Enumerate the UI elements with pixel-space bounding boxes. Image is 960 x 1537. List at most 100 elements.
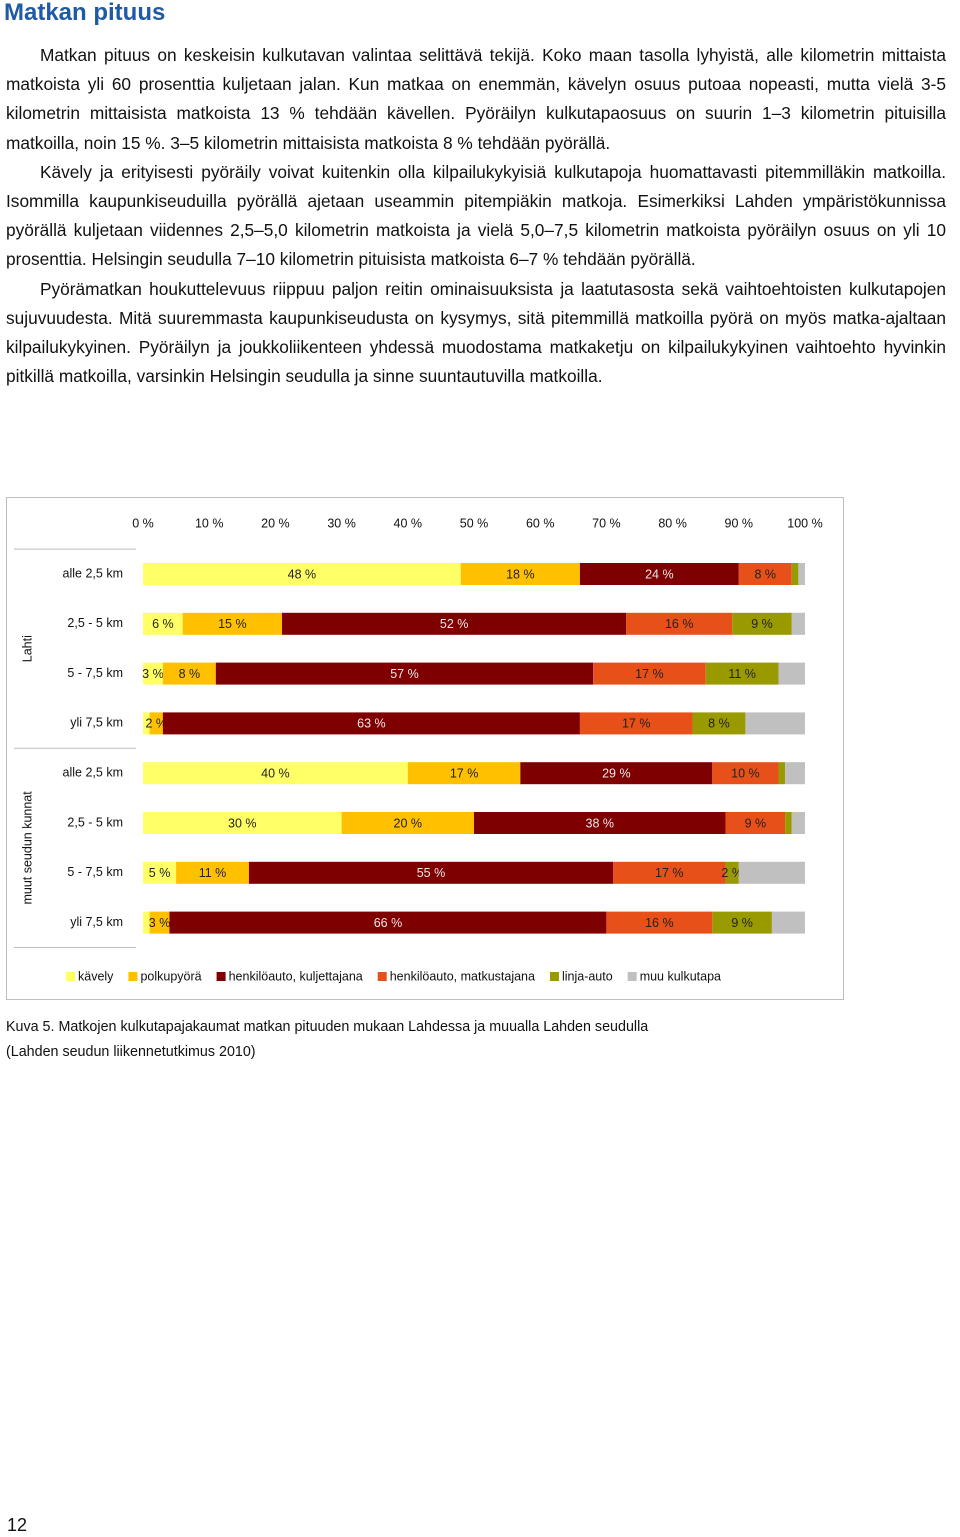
legend-label: henkilöauto, kuljettajana [229, 969, 363, 983]
bar-segment [712, 762, 779, 785]
bar-segment [460, 563, 580, 585]
bar-segment [778, 762, 786, 785]
caption-line: Kuva 5. Matkojen kulkutapajakaumat matka… [6, 1019, 649, 1035]
bar-segment [613, 861, 726, 884]
bar-segment [798, 563, 805, 585]
x-tick-label: 40 % [394, 516, 423, 530]
heading: Matkan pituus [4, 0, 166, 26]
value-label: 30 % [228, 816, 257, 830]
value-label: 16 % [645, 916, 674, 930]
value-label: 2 % [721, 866, 743, 880]
bar-segment [169, 911, 607, 934]
value-label: 20 % [394, 816, 423, 830]
bar-segment [143, 712, 150, 735]
bar-segment [143, 612, 183, 635]
bar-segment [143, 812, 342, 834]
y-tick-label: yli 7,5 km [70, 716, 123, 730]
value-label: 8 % [708, 717, 730, 731]
value-label: 10 % [731, 766, 760, 780]
y-tick-label: 5 - 7,5 km [67, 865, 123, 879]
value-label: 63 % [357, 717, 386, 731]
value-label: 24 % [645, 567, 674, 581]
bar-segment [341, 812, 474, 834]
legend-label: muu kulkutapa [640, 969, 721, 983]
bar-segment [474, 812, 726, 834]
value-label: 9 % [751, 617, 773, 631]
value-label: 55 % [417, 866, 446, 880]
bar-segment [791, 563, 799, 585]
legend-swatch [549, 972, 559, 981]
value-label: 48 % [288, 567, 317, 581]
bar-segment [725, 861, 739, 884]
bar-segment [162, 662, 216, 685]
y-tick-label: alle 2,5 km [63, 765, 123, 779]
value-label: 11 % [728, 667, 756, 681]
value-label: 52 % [440, 617, 469, 631]
x-tick-label: 10 % [195, 516, 224, 530]
bar-segment [143, 861, 177, 884]
legend-swatch [627, 972, 637, 981]
value-label: 6 % [152, 617, 174, 631]
bar-segment [407, 762, 521, 785]
bar-segment [248, 861, 614, 884]
bar-segment [738, 861, 805, 884]
legend-label: kävely [78, 969, 114, 983]
bar-segment [705, 662, 779, 685]
bar-segment [692, 712, 746, 735]
x-tick-label: 100 % [787, 516, 822, 530]
value-label: 57 % [390, 667, 419, 681]
bar-segment [593, 662, 706, 685]
bar-segment [143, 762, 408, 785]
value-label: 17 % [450, 766, 479, 780]
bar-segment [785, 812, 792, 834]
legend-swatch [128, 972, 138, 981]
caption: Kuva 5. Matkojen kulkutapajakaumat matka… [6, 1015, 648, 1065]
x-tick-label: 80 % [658, 516, 687, 530]
bar-segment [778, 662, 805, 685]
x-tick-label: 90 % [725, 516, 754, 530]
page-number: 12 [7, 1515, 28, 1535]
bar-segment [282, 612, 627, 635]
value-label: 17 % [622, 717, 651, 731]
legend-label: henkilöauto, matkustajana [390, 969, 535, 983]
bar-segment [143, 662, 163, 685]
value-label: 17 % [635, 667, 664, 681]
value-label: 18 % [506, 567, 535, 581]
bar-segment [791, 812, 805, 834]
x-tick-label: 50 % [460, 516, 489, 530]
bar-segment [745, 712, 805, 735]
bar-segment [626, 612, 733, 635]
bar-segment [182, 612, 283, 635]
bar-segment [143, 563, 461, 585]
bar-segment [606, 911, 713, 934]
legend-label: polkupyörä [140, 969, 201, 983]
bar-segment [725, 812, 786, 834]
value-label: 8 % [755, 567, 777, 581]
caption-line: (Lahden seudun liikennetutkimus 2010) [6, 1044, 256, 1060]
legend-swatch [377, 972, 387, 981]
value-label: 15 % [218, 617, 247, 631]
value-label: 40 % [261, 766, 290, 780]
paragraph: Pyörämatkan houkuttelevuus riippuu paljo… [6, 278, 946, 387]
value-label: 9 % [745, 816, 767, 830]
bar-segment [215, 662, 594, 685]
x-tick-label: 60 % [526, 516, 555, 530]
bar-segment [176, 861, 249, 884]
bar-segment [149, 911, 170, 934]
legend-label: linja-auto [562, 969, 613, 983]
bar-segment [162, 712, 580, 735]
value-label: 16 % [665, 617, 694, 631]
y-tick-label: 5 - 7,5 km [67, 666, 123, 680]
value-label: 17 % [655, 866, 684, 880]
bar-segment [791, 612, 805, 635]
y-tick-label: 2,5 - 5 km [67, 616, 123, 630]
x-tick-label: 70 % [592, 516, 621, 530]
bar-segment [771, 911, 805, 934]
y-tick-label: alle 2,5 km [63, 566, 123, 580]
x-tick-label: 30 % [327, 516, 356, 530]
x-tick-label: 20 % [261, 516, 290, 530]
paragraph: Kävely ja erityisesti pyöräily voivat ku… [6, 161, 946, 270]
bar-segment [143, 911, 150, 934]
value-label: 3 % [149, 916, 171, 930]
